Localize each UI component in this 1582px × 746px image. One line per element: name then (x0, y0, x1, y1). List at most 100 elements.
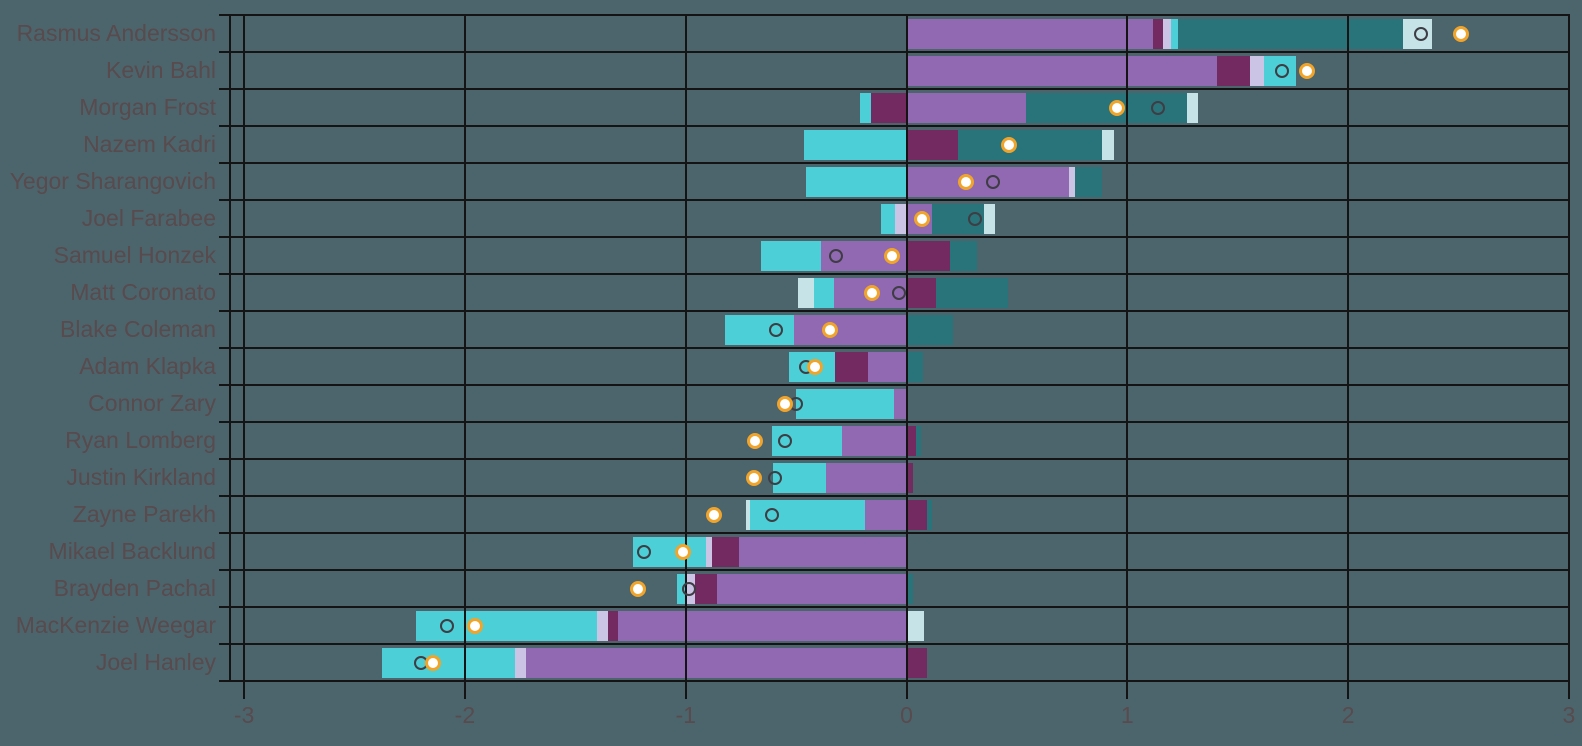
marker-orange-circle (864, 284, 881, 301)
bar-segment-teal (1075, 166, 1102, 197)
bar-segment-pale (1186, 92, 1198, 123)
bar-segment-pale (983, 203, 995, 234)
marker-orange-circle (777, 395, 794, 412)
marker-gray-circle (682, 581, 696, 596)
bar-segment-cyan (676, 573, 686, 604)
bar-segment-magenta (906, 240, 950, 271)
bar-segment-magenta (1152, 18, 1163, 49)
row-line (229, 495, 1570, 497)
bar-segment-pale (746, 499, 750, 530)
y-tick (219, 162, 229, 164)
bar-segment-teal (906, 573, 914, 604)
bar-segment-teal (906, 351, 924, 382)
bar-segment-lavender (597, 610, 609, 641)
bar-segment-teal (927, 499, 932, 530)
bar-segment-cyan (382, 647, 515, 678)
bar-segment-purple (825, 462, 907, 493)
bar-segment-cyan (806, 166, 907, 197)
bar-segment-purple (906, 92, 1026, 123)
x-tick-label: -1 (675, 702, 696, 728)
bar-segment-magenta (906, 462, 914, 493)
y-tick (219, 236, 229, 238)
bar-segment-magenta (906, 499, 928, 530)
row-line (229, 236, 1570, 238)
x-tick (463, 681, 466, 699)
x-tick (684, 681, 687, 699)
y-tick (219, 495, 229, 497)
row-line (229, 14, 1570, 16)
bar-segment-teal (936, 277, 1009, 308)
x-tick (1126, 681, 1129, 699)
bar-segment-purple (867, 351, 907, 382)
bar-segment-lavender (895, 203, 907, 234)
marker-orange-circle (466, 617, 483, 634)
bar-segment-magenta (712, 536, 739, 567)
marker-orange-circle (913, 210, 930, 227)
y-tick (219, 199, 229, 201)
bar-segment-magenta (906, 129, 959, 160)
bar-segment-magenta (871, 92, 907, 123)
marker-orange-circle (424, 654, 441, 671)
marker-gray-circle (1151, 100, 1166, 115)
bar-segment-purple (894, 388, 907, 419)
y-tick (219, 421, 229, 423)
row-label: Blake Coleman (60, 316, 216, 342)
x-tick (1347, 681, 1350, 699)
bar-segment-lavender (1068, 166, 1076, 197)
bar-segment-purple (738, 536, 907, 567)
row-line (229, 162, 1570, 164)
bar-segment-lavender (1249, 55, 1265, 86)
row-label: Mikael Backlund (48, 538, 216, 564)
row-line (229, 384, 1570, 386)
row-label: Morgan Frost (79, 94, 216, 120)
y-tick (219, 569, 229, 571)
y-tick (219, 458, 229, 460)
y-tick (219, 88, 229, 90)
marker-orange-circle (747, 432, 764, 449)
y-tick (219, 347, 229, 349)
bar-segment-pale (798, 277, 814, 308)
row-label: Rasmus Andersson (16, 20, 216, 46)
row-label: MacKenzie Weegar (15, 612, 216, 638)
x-tick (905, 681, 908, 699)
row-label: Kevin Bahl (106, 57, 216, 83)
bar-segment-lavender (514, 647, 526, 678)
row-label: Zayne Parekh (72, 501, 216, 527)
marker-gray-circle (636, 544, 651, 559)
bar-segment-cyan (860, 92, 872, 123)
bar-segment-magenta (608, 610, 619, 641)
row-label: Ryan Lomberg (65, 427, 216, 453)
row-label: Nazem Kadri (83, 131, 216, 157)
x-tick-label: 2 (1341, 702, 1355, 728)
bar-segment-pale (906, 610, 925, 641)
marker-orange-circle (1299, 62, 1316, 79)
y-tick (219, 273, 229, 275)
bar-segment-teal (1178, 18, 1404, 49)
marker-orange-circle (746, 469, 763, 486)
marker-orange-circle (1001, 136, 1018, 153)
row-line (229, 643, 1570, 645)
marker-gray-circle (985, 174, 1000, 189)
bar-segment-magenta (906, 647, 928, 678)
bar-segment-teal (958, 129, 1102, 160)
row-line (229, 310, 1570, 312)
marker-orange-circle (706, 506, 723, 523)
row-line (229, 88, 1570, 90)
row-label: Connor Zary (88, 390, 216, 416)
bar-segment-magenta (906, 277, 937, 308)
bar-segment-cyan (881, 203, 896, 234)
row-line (229, 606, 1570, 608)
marker-gray-circle (769, 322, 784, 337)
bar-segment-teal (916, 425, 921, 456)
y-tick (219, 680, 229, 682)
bar-segment-teal (949, 240, 978, 271)
bar-segment-cyan (803, 129, 907, 160)
bar-segment-pale (1101, 129, 1115, 160)
marker-gray-circle (1274, 63, 1289, 78)
bar-segment-cyan (725, 314, 794, 345)
marker-orange-circle (884, 247, 901, 264)
x-tick (243, 681, 246, 699)
marker-orange-circle (1452, 25, 1469, 42)
bar-segment-teal (906, 314, 953, 345)
marker-gray-circle (764, 507, 779, 522)
